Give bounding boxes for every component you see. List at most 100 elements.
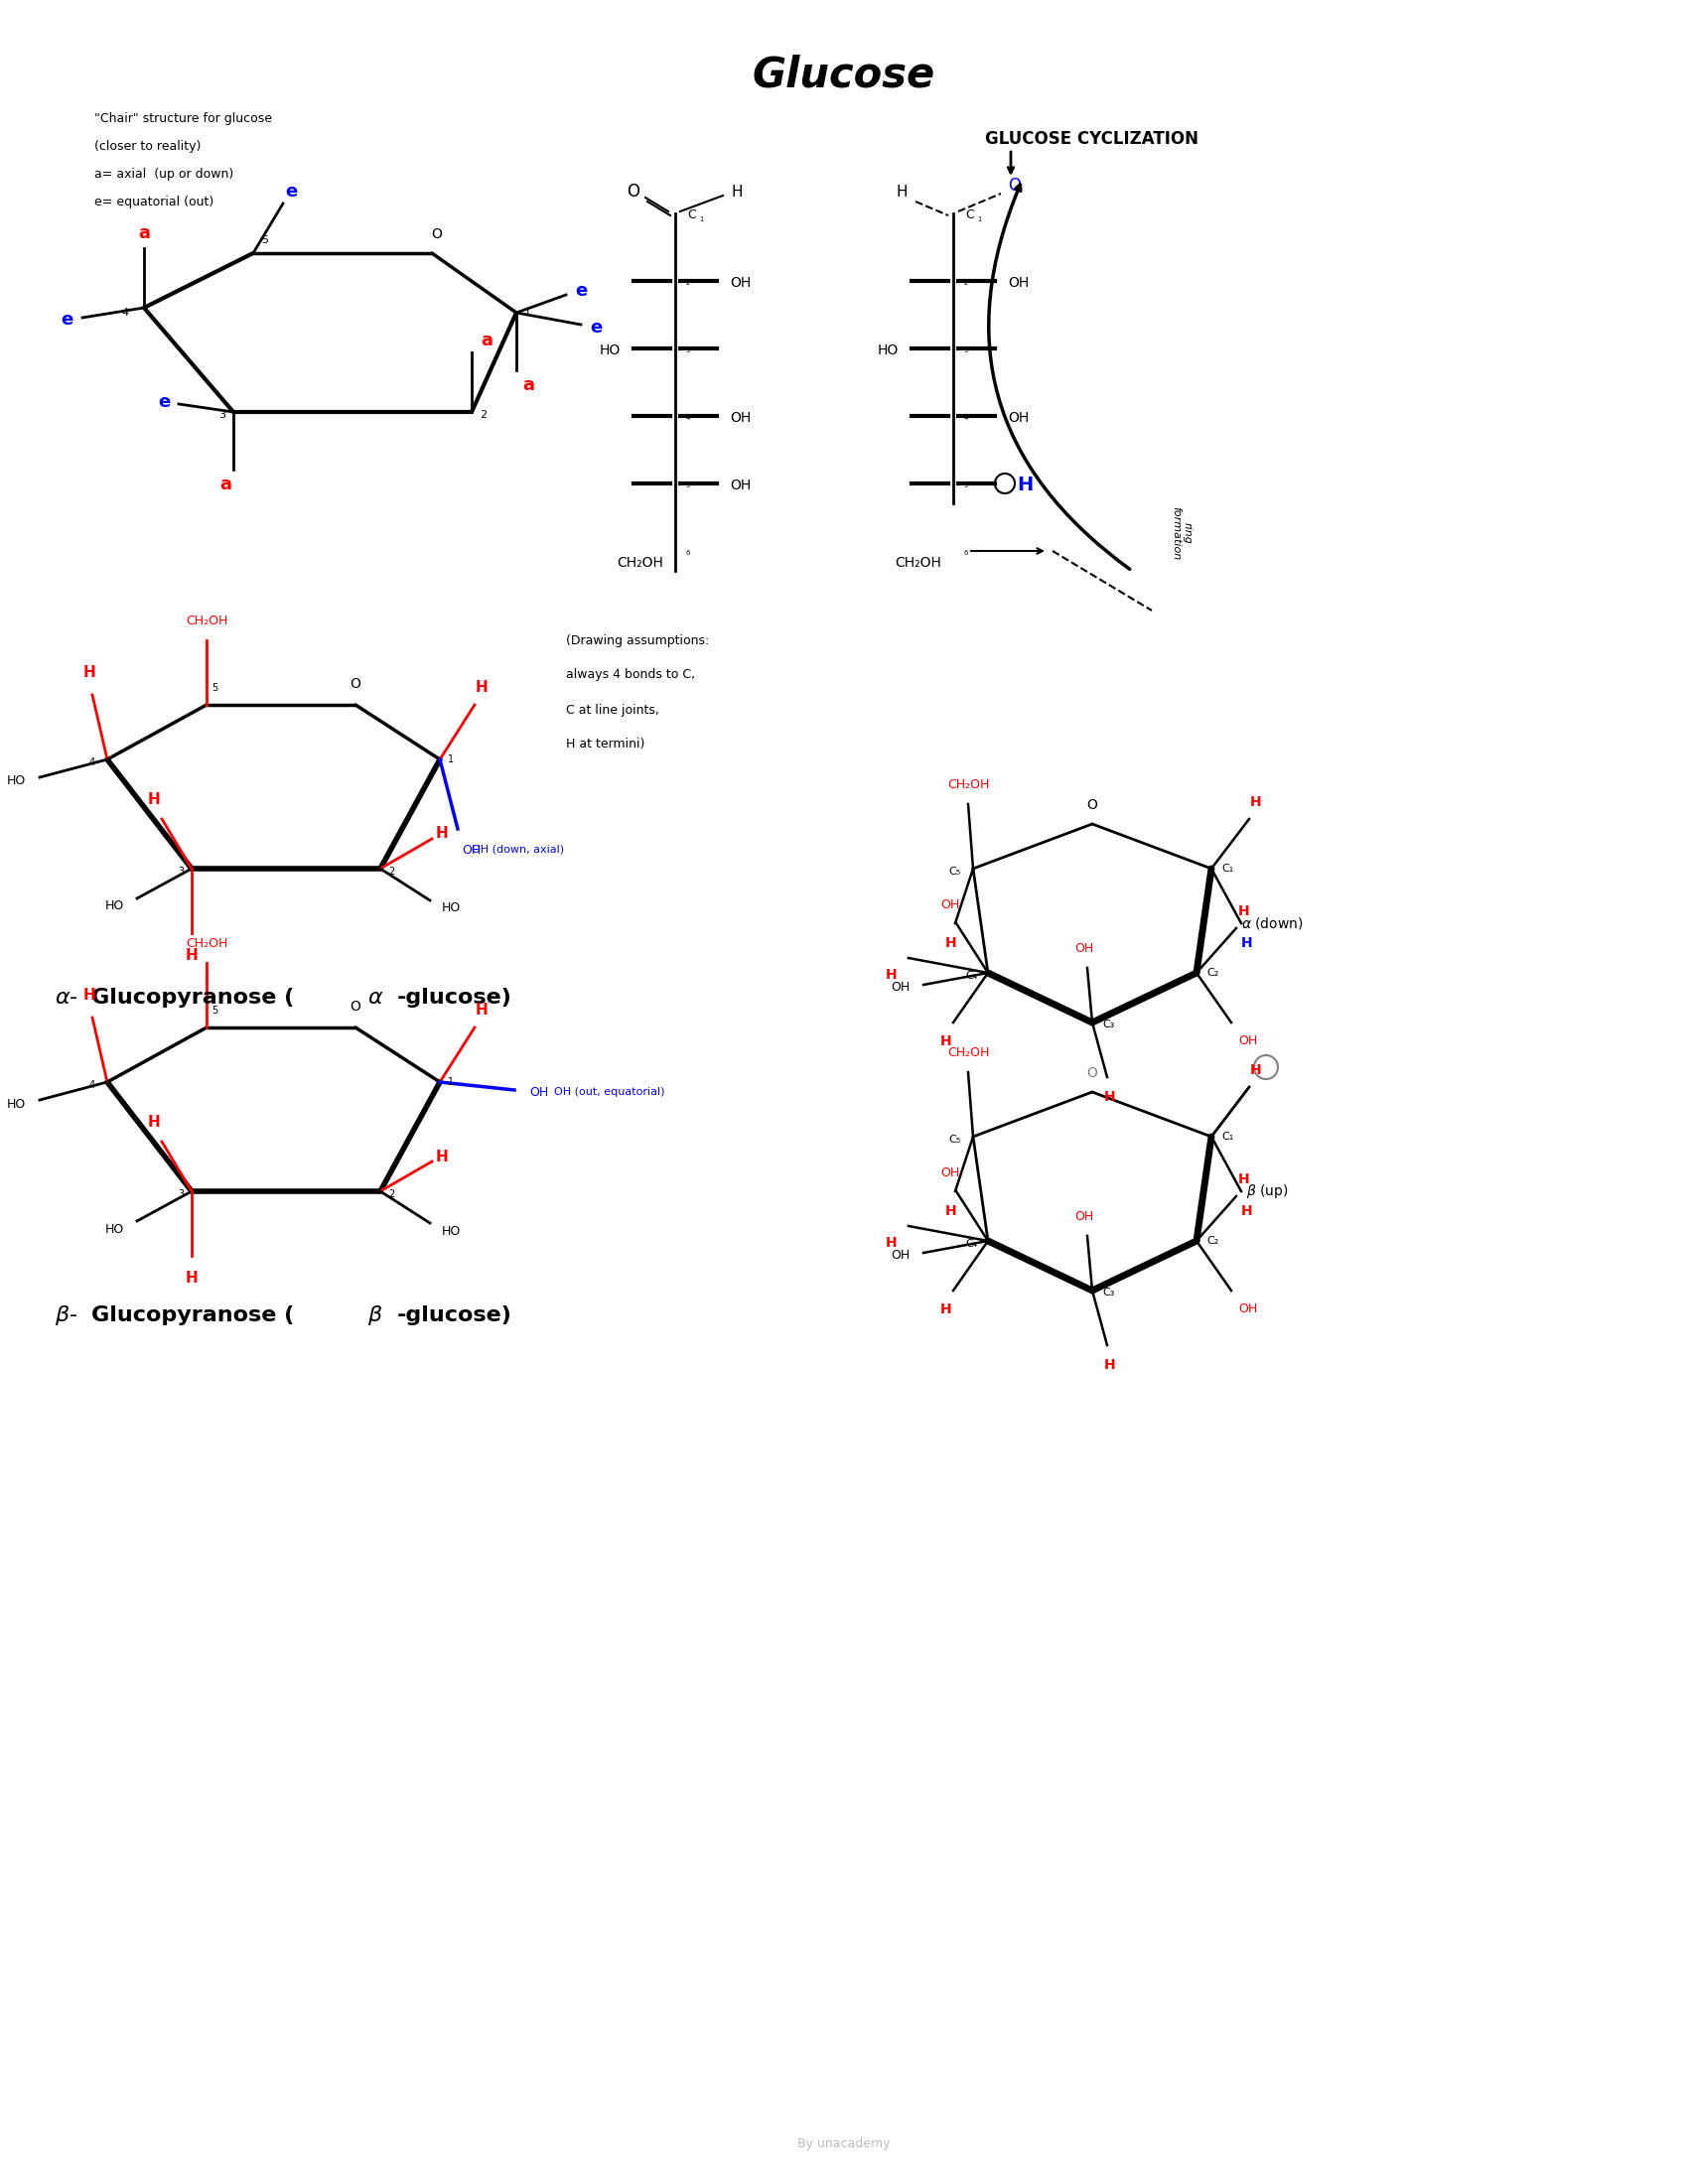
Text: H: H — [1239, 1173, 1249, 1186]
Text: 2: 2 — [388, 1190, 395, 1199]
Text: 3: 3 — [218, 411, 226, 419]
Text: H: H — [1241, 937, 1252, 950]
Text: GLUCOSE CYCLIZATION: GLUCOSE CYCLIZATION — [986, 131, 1198, 149]
Text: OH: OH — [729, 411, 751, 426]
Text: $\alpha$ (down): $\alpha$ (down) — [1241, 915, 1303, 930]
Text: H: H — [885, 968, 896, 983]
Text: $\alpha$: $\alpha$ — [368, 987, 383, 1007]
Text: Glucose: Glucose — [753, 55, 935, 96]
Text: H: H — [1239, 904, 1249, 917]
Text: e: e — [157, 393, 170, 411]
Text: $_2$: $_2$ — [685, 277, 690, 288]
Text: H at termini): H at termini) — [565, 738, 645, 751]
Text: 4: 4 — [122, 308, 128, 317]
Text: H: H — [896, 183, 906, 199]
Text: O: O — [349, 1000, 361, 1013]
Text: OH: OH — [729, 478, 751, 491]
Text: OH: OH — [1008, 411, 1030, 426]
Text: H: H — [1104, 1090, 1116, 1103]
Text: O: O — [432, 227, 442, 240]
Text: OH: OH — [940, 898, 960, 911]
Text: H: H — [436, 1149, 449, 1164]
Text: HO: HO — [599, 343, 621, 358]
Text: OH: OH — [940, 1166, 960, 1179]
Text: H: H — [186, 1271, 197, 1286]
Text: CH₂OH: CH₂OH — [895, 557, 942, 570]
Text: OH: OH — [891, 981, 910, 994]
Text: C at line joints,: C at line joints, — [565, 703, 660, 716]
Text: HO: HO — [7, 775, 25, 788]
Text: H: H — [436, 826, 449, 841]
Text: -glucose): -glucose) — [397, 1306, 511, 1326]
Text: a: a — [138, 225, 150, 242]
Text: H: H — [945, 937, 957, 950]
Text: CH₂OH: CH₂OH — [186, 937, 228, 950]
Text: C₃: C₃ — [1102, 1020, 1114, 1029]
Text: C₁: C₁ — [1222, 863, 1234, 874]
Text: O: O — [1087, 1066, 1097, 1081]
Text: 5: 5 — [211, 1005, 218, 1016]
Text: H: H — [147, 793, 160, 808]
Text: $_5$: $_5$ — [964, 480, 969, 491]
Text: always 4 bonds to C,: always 4 bonds to C, — [565, 668, 695, 681]
Text: H: H — [147, 1114, 160, 1129]
Text: OH: OH — [530, 1085, 549, 1099]
Text: $\beta$: $\beta$ — [368, 1304, 383, 1328]
Text: $_5$: $_5$ — [685, 480, 690, 491]
Text: 3: 3 — [177, 867, 184, 876]
Text: OH: OH — [891, 1249, 910, 1262]
Text: 4: 4 — [89, 1081, 95, 1090]
Text: $_4$: $_4$ — [685, 413, 690, 424]
Text: $\beta$ (up): $\beta$ (up) — [1246, 1182, 1288, 1201]
Text: OH: OH — [1239, 1302, 1258, 1315]
Text: 1: 1 — [525, 308, 532, 317]
Text: a: a — [219, 476, 231, 494]
Text: CH₂OH: CH₂OH — [618, 557, 663, 570]
Text: $\beta$-: $\beta$- — [54, 1304, 78, 1328]
Text: H: H — [186, 948, 197, 963]
Text: H: H — [885, 1236, 896, 1249]
Text: H: H — [1251, 1064, 1263, 1077]
Text: H: H — [1241, 1203, 1252, 1219]
Text: O: O — [1087, 797, 1097, 812]
Text: H: H — [83, 987, 96, 1002]
Text: 1: 1 — [447, 1077, 454, 1088]
Text: H: H — [940, 1035, 952, 1048]
Text: 2: 2 — [479, 411, 486, 419]
Text: OH: OH — [1075, 1210, 1094, 1223]
Text: 5: 5 — [211, 684, 218, 692]
Text: a= axial  (up or down): a= axial (up or down) — [95, 168, 233, 181]
Text: By unacademy: By unacademy — [797, 2138, 890, 2151]
Text: a: a — [522, 376, 533, 393]
Text: OH: OH — [1075, 941, 1094, 954]
Text: $_3$: $_3$ — [685, 345, 690, 356]
Text: HO: HO — [7, 1096, 25, 1109]
Text: HO: HO — [105, 900, 125, 913]
Text: (Drawing assumptions:: (Drawing assumptions: — [565, 633, 709, 646]
Text: 5: 5 — [262, 236, 268, 245]
Text: HO: HO — [878, 343, 898, 358]
Text: CH₂OH: CH₂OH — [186, 614, 228, 627]
Text: e: e — [576, 282, 587, 299]
Text: H: H — [476, 679, 488, 695]
Text: $_4$: $_4$ — [964, 413, 969, 424]
Text: HO: HO — [442, 902, 461, 915]
Text: 3: 3 — [177, 1190, 184, 1199]
Text: e: e — [61, 310, 73, 328]
Text: C: C — [687, 210, 695, 223]
Text: H: H — [1251, 795, 1263, 808]
Text: C₂: C₂ — [1207, 1236, 1219, 1245]
Text: H: H — [476, 1002, 488, 1018]
Text: C₅: C₅ — [949, 867, 960, 876]
Text: H: H — [83, 666, 96, 679]
Text: CH₂OH: CH₂OH — [947, 1046, 989, 1059]
Text: H: H — [1104, 1358, 1116, 1372]
Text: C₃: C₃ — [1102, 1289, 1114, 1297]
Text: OH (out, equatorial): OH (out, equatorial) — [554, 1088, 665, 1096]
Text: 1: 1 — [447, 753, 454, 764]
Text: H: H — [940, 1302, 952, 1317]
Text: C: C — [966, 210, 974, 223]
Text: CH₂OH: CH₂OH — [947, 778, 989, 791]
Text: e: e — [285, 183, 297, 201]
Text: $_6$: $_6$ — [964, 548, 969, 557]
